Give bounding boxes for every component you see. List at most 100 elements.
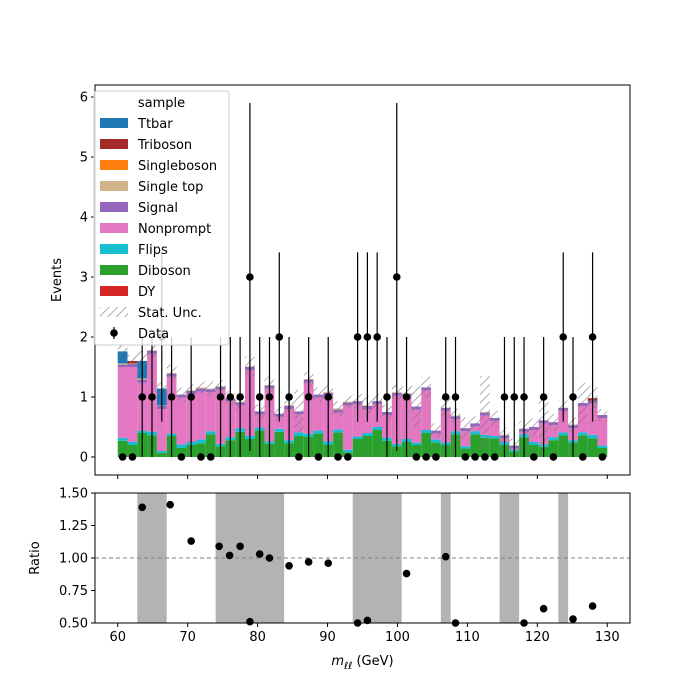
ratio-x-tick-label: 100 [385, 630, 410, 645]
ratio-point [166, 500, 174, 509]
bar-flips [205, 431, 216, 435]
ratio-x-tick-label: 130 [595, 630, 620, 645]
bar-diboson [431, 442, 441, 457]
stat-unc-band [196, 381, 206, 394]
data-points [118, 103, 607, 461]
data-point [118, 453, 127, 461]
bar-flips [597, 445, 608, 448]
data-point [490, 453, 499, 461]
data-point [412, 453, 421, 461]
data-point [598, 453, 607, 461]
data-point [314, 453, 323, 461]
bar-nonprompt [333, 412, 343, 430]
legend-label: Diboson [138, 264, 191, 279]
data-point [510, 393, 519, 401]
ratio-y-tick-label: 1.00 [59, 552, 88, 567]
ratio-x-tick-label: 120 [525, 630, 550, 645]
stat-unc-band [333, 401, 343, 416]
bar-nonprompt [548, 425, 559, 438]
ratio-x-tick-label: 60 [109, 630, 126, 645]
legend-swatch [100, 139, 128, 149]
bar-diboson [333, 432, 343, 457]
ratio-y-tick-label: 0.50 [59, 617, 88, 632]
bar-diboson [274, 431, 285, 457]
legend-swatch [100, 265, 128, 275]
bar-diboson [196, 443, 206, 457]
stat-unc-band [313, 387, 324, 402]
bar-flips [372, 427, 383, 430]
ratio-point [138, 503, 147, 512]
legend: sample Ttbar Triboson Singleboson Single top… [93, 90, 230, 346]
bar-nonprompt [489, 421, 500, 436]
ratio-x-tick-label: 70 [179, 630, 196, 645]
data-point [285, 393, 293, 401]
data-point [578, 453, 587, 461]
bar-diboson [156, 452, 167, 457]
bar-nonprompt [205, 392, 216, 432]
ratio-point [304, 558, 313, 566]
data-point [324, 393, 333, 401]
bar-diboson [293, 436, 304, 457]
stat-unc-band [421, 376, 432, 399]
data-point [167, 393, 176, 401]
data-point [187, 393, 195, 401]
legend-label: Triboson [137, 138, 192, 153]
ratio-y-tick-label: 1.50 [59, 487, 88, 502]
ratio-point [246, 617, 254, 626]
bar-flips [274, 428, 285, 432]
ratio-y-tick-label: 1.25 [59, 519, 88, 534]
ratio-point [569, 615, 577, 623]
data-point [461, 453, 470, 461]
ratio-axes: 0.50 0.75 1.00 1.25 1.50 60 70 80 90 100 110 120 130 [59, 487, 631, 645]
legend-label: DY [138, 285, 155, 300]
legend-label: Nonprompt [138, 222, 211, 237]
data-point [197, 453, 205, 461]
bar-flips [460, 446, 471, 449]
bar-single-top [117, 363, 128, 365]
data-point [520, 393, 528, 401]
bar-flips [431, 439, 441, 443]
bar-diboson [117, 440, 128, 457]
ratio-panel: 0.50 0.75 1.00 1.25 1.50 60 70 80 90 100 110 120 130… [28, 487, 631, 672]
legend-swatch [100, 286, 128, 296]
legend-label: Data [138, 327, 169, 342]
ratio-point [236, 542, 244, 551]
data-point [344, 453, 352, 461]
data-point [373, 333, 381, 341]
legend-label: Ttbar [137, 117, 173, 132]
data-point [236, 393, 244, 401]
bar-flips [196, 439, 206, 444]
bar-diboson [205, 434, 216, 457]
data-point [148, 393, 156, 401]
ratio-shaded-band [558, 493, 569, 623]
data-point [422, 453, 430, 461]
main-y-tick-label: 4 [80, 211, 88, 226]
ratio-point [285, 562, 293, 570]
data-point [334, 453, 342, 461]
bar-nonprompt [313, 397, 324, 431]
stat-unc-band [127, 355, 138, 367]
stat-unc-band [411, 386, 422, 427]
stat-unc-band [342, 395, 353, 408]
data-point [304, 393, 313, 401]
legend-label: Flips [138, 243, 168, 258]
x-axis-label-sub: ℓℓ [344, 661, 352, 672]
legend-label: Stat. Unc. [138, 306, 202, 321]
bar-flips [587, 434, 598, 439]
bar-flips [489, 436, 500, 439]
bar-diboson [587, 438, 598, 457]
data-point [255, 393, 264, 401]
data-point [559, 333, 568, 341]
ratio-x-tick-label: 90 [319, 630, 336, 645]
bar-flips [342, 449, 353, 453]
ratio-point [225, 551, 234, 560]
ratio-point [215, 542, 223, 551]
main-y-tick-label: 0 [80, 451, 88, 466]
main-y-tick-label: 5 [80, 151, 88, 166]
data-point [481, 453, 489, 461]
ratio-point [324, 559, 333, 567]
bar-nonprompt [528, 430, 539, 442]
bar-flips [577, 432, 588, 436]
bar-diboson [391, 446, 402, 457]
stat-unc-band [528, 418, 539, 436]
